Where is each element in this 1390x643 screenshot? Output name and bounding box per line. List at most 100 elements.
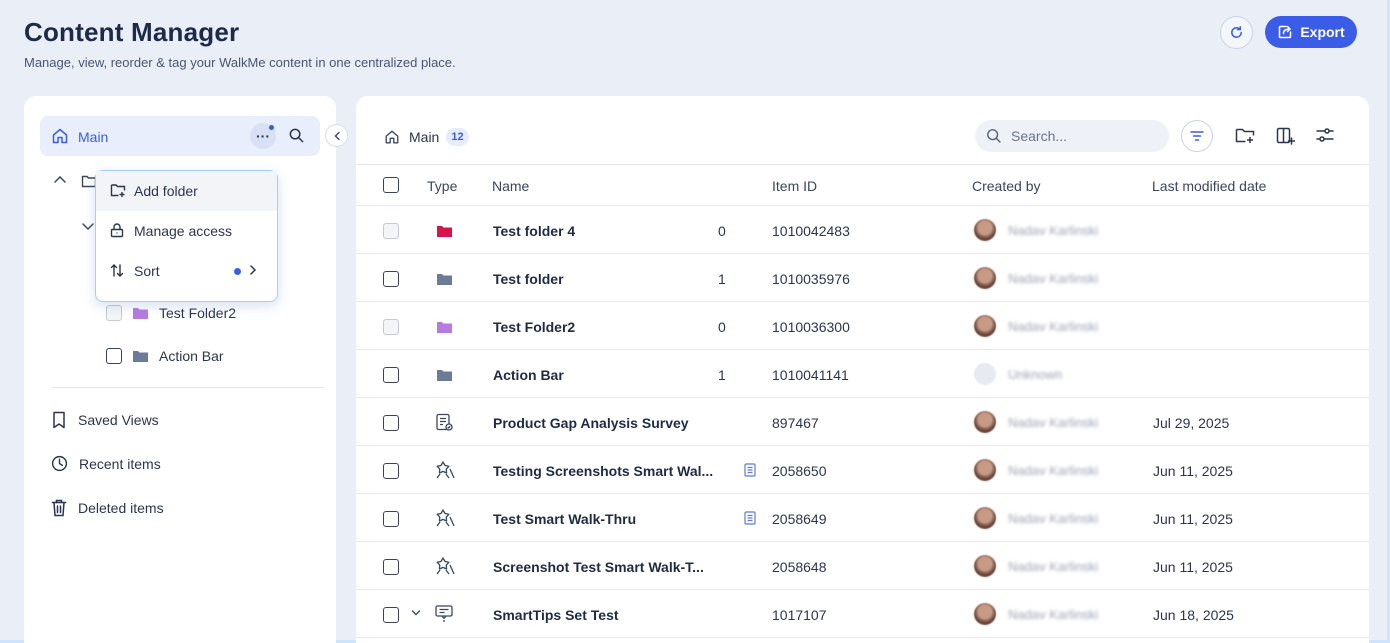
refresh-button[interactable] — [1220, 16, 1253, 49]
row-item-id: 1010036300 — [772, 319, 850, 335]
row-name[interactable]: Screenshot Test Smart Walk-T... — [493, 559, 704, 575]
row-created-by: Nadav Karlinski — [1008, 559, 1099, 574]
more-options-button[interactable]: ··· — [250, 123, 276, 149]
row-checkbox[interactable] — [383, 223, 399, 239]
search-input[interactable] — [1011, 126, 1161, 146]
row-name[interactable]: Test Folder2 — [493, 319, 576, 335]
avatar — [974, 315, 996, 337]
tree-checkbox[interactable] — [106, 348, 122, 364]
avatar — [974, 459, 996, 481]
clock-icon — [51, 455, 68, 472]
table-row[interactable]: SmartTips Set Test 1017107 Nadav Karlinski… — [356, 590, 1369, 638]
new-folder-icon[interactable] — [1235, 127, 1255, 144]
row-name[interactable]: SmartTips Set Test — [493, 607, 619, 623]
settings-sliders-icon[interactable] — [1316, 127, 1334, 143]
collapse-sidebar-button[interactable] — [325, 124, 348, 147]
sort-icon — [110, 264, 124, 277]
chevron-down-icon[interactable] — [81, 221, 95, 231]
row-item-id: 1010035976 — [772, 271, 850, 287]
chevron-down-icon[interactable] — [411, 609, 421, 617]
row-checkbox[interactable] — [383, 271, 399, 287]
row-checkbox[interactable] — [383, 559, 399, 575]
page-title: Content Manager — [24, 17, 240, 47]
smart-walkthru-icon — [436, 461, 455, 479]
row-name[interactable]: Test Smart Walk-Thru — [493, 511, 637, 527]
folder-icon — [133, 351, 148, 362]
column-type[interactable]: Type — [427, 178, 458, 194]
notification-dot — [269, 125, 274, 130]
sidebar-link-recent-items[interactable]: Recent items — [51, 455, 161, 472]
add-column-icon[interactable] — [1276, 127, 1295, 145]
row-checkbox[interactable] — [383, 607, 399, 623]
avatar — [974, 507, 996, 529]
home-icon — [52, 128, 68, 144]
row-name[interactable]: Test folder — [493, 271, 564, 287]
row-item-id: 2058649 — [772, 511, 827, 527]
avatar — [974, 411, 996, 433]
smarttip-icon — [435, 605, 453, 622]
sidebar-link-deleted-items[interactable]: Deleted items — [51, 499, 164, 517]
table-row[interactable]: Screenshot Test Smart Walk-T... 2058648 Na… — [356, 542, 1369, 590]
sidebar-search-icon[interactable] — [288, 127, 305, 144]
row-checkbox[interactable] — [383, 463, 399, 479]
avatar — [974, 219, 996, 241]
row-modified-date: Jun 11, 2025 — [1153, 559, 1233, 575]
menu-item-label: Sort — [134, 263, 160, 279]
table-header: Type Name Item ID Created by Last modifi… — [356, 164, 1369, 206]
tree-item[interactable]: Test Folder2 — [106, 305, 236, 321]
row-created-by: Nadav Karlinski — [1008, 223, 1099, 238]
row-created-by: Nadav Karlinski — [1008, 607, 1099, 622]
row-checkbox[interactable] — [383, 415, 399, 431]
menu-item-label: Manage access — [134, 223, 233, 239]
row-name[interactable]: Testing Screenshots Smart Wal... — [493, 463, 714, 479]
filter-button[interactable] — [1181, 120, 1213, 152]
sidebar-link-saved-views[interactable]: Saved Views — [51, 411, 159, 429]
smart-walkthru-icon — [436, 557, 455, 575]
table-row[interactable]: Test folder 4 0 1010042483 Nadav Karlinski — [356, 206, 1369, 254]
folder-icon — [437, 370, 452, 381]
breadcrumb-label[interactable]: Main — [409, 129, 440, 145]
table-row[interactable]: Test Smart Walk-Thru 2058649 Nadav Karlins… — [356, 494, 1369, 542]
avatar — [974, 603, 996, 625]
row-name[interactable]: Action Bar — [493, 367, 564, 383]
menu-item-sort[interactable]: Sort — [96, 251, 277, 291]
sidebar-main-label: Main — [78, 129, 109, 145]
table-row[interactable]: Test folder 1 1010035976 Nadav Karlinski — [356, 254, 1369, 302]
row-name[interactable]: Product Gap Analysis Survey — [493, 415, 689, 431]
table-row[interactable]: Testing Screenshots Smart Wal... 2058650 N… — [356, 446, 1369, 494]
row-checkbox[interactable] — [383, 319, 399, 335]
sidebar-link-label: Saved Views — [78, 412, 159, 428]
row-checkbox[interactable] — [383, 367, 399, 383]
tree-checkbox[interactable] — [106, 305, 122, 321]
column-name[interactable]: Name — [492, 178, 530, 194]
item-count-badge: 12 — [446, 128, 469, 146]
add-folder-icon — [110, 184, 126, 197]
column-last-modified[interactable]: Last modified date — [1152, 178, 1267, 194]
menu-item-manage-access[interactable]: Manage access — [96, 211, 277, 251]
chevron-up-icon[interactable] — [53, 175, 67, 185]
search-box — [975, 120, 1169, 152]
menu-item-add-folder[interactable]: Add folder — [96, 171, 277, 211]
table-row[interactable]: Test Folder2 0 1010036300 Nadav Karlinski — [356, 302, 1369, 350]
sidebar-link-label: Deleted items — [78, 500, 164, 516]
row-modified-date: Jul 29, 2025 — [1153, 415, 1230, 431]
column-item-id[interactable]: Item ID — [772, 178, 818, 194]
bookmark-icon — [53, 411, 65, 429]
select-all-checkbox[interactable] — [383, 177, 399, 193]
tree-item[interactable]: Action Bar — [106, 348, 224, 364]
refresh-icon — [1231, 25, 1242, 38]
row-item-id: 897467 — [772, 415, 819, 431]
table-row[interactable]: Product Gap Analysis Survey 897467 Nadav K… — [356, 398, 1369, 446]
export-button[interactable]: Export — [1265, 16, 1357, 48]
row-checkbox[interactable] — [383, 511, 399, 527]
row-created-by: Nadav Karlinski — [1008, 415, 1099, 430]
column-created-by[interactable]: Created by — [972, 178, 1041, 194]
folder-icon — [437, 226, 452, 237]
chevron-left-icon — [334, 131, 340, 140]
table-row[interactable]: Action Bar 1 1010041141 Unknown — [356, 350, 1369, 398]
row-name[interactable]: Test folder 4 — [493, 223, 576, 239]
sidebar-item-main[interactable]: Main ··· — [40, 116, 320, 156]
tree-item-label: Test Folder2 — [159, 305, 237, 321]
page-subtitle: Manage, view, reorder & tag your WalkMe … — [24, 55, 456, 70]
